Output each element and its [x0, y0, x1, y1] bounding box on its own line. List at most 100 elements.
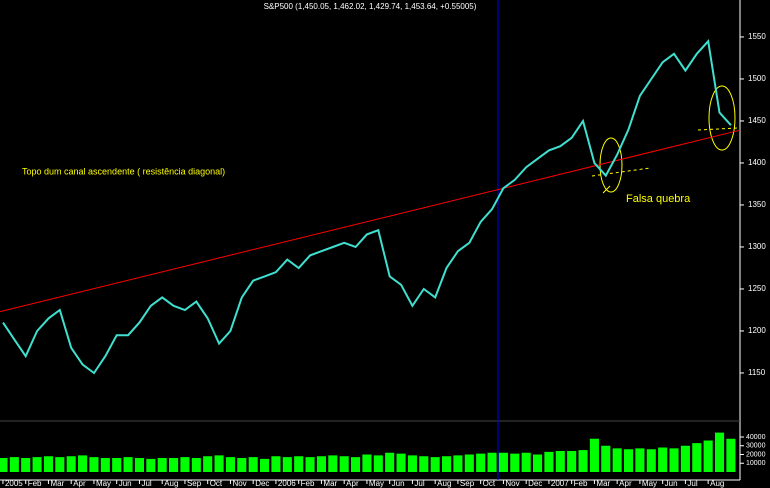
x-tick-label: Aug — [710, 479, 724, 488]
volume-bar — [544, 451, 554, 472]
y-tick-label: 30000 — [746, 443, 766, 450]
volume-bar — [658, 447, 668, 472]
x-tick-label: Dec — [528, 479, 542, 488]
volume-bar — [78, 455, 88, 472]
volume-bar — [260, 458, 270, 472]
volume-bar — [646, 449, 656, 472]
x-tick-label: Feb — [574, 479, 588, 488]
volume-bar — [305, 457, 315, 472]
volume-bar — [680, 445, 690, 472]
volume-bar — [362, 454, 372, 472]
volume-bar — [396, 453, 406, 472]
trend-line — [0, 129, 741, 313]
volume-bar — [578, 450, 588, 472]
volume-bar — [237, 458, 247, 472]
y-tick-label: 1350 — [748, 200, 766, 209]
support-line — [697, 127, 739, 131]
x-tick-label: Feb — [28, 479, 42, 488]
volume-bar — [601, 445, 611, 472]
x-tick-label: Oct — [210, 479, 223, 488]
x-tick-label: Mar — [596, 479, 610, 488]
volume-bar — [692, 443, 702, 472]
volume-bar — [476, 453, 486, 472]
y-tick-label: 40000 — [746, 434, 766, 441]
y-tick-label: 20000 — [746, 451, 766, 458]
volume-bar — [703, 440, 713, 472]
volume-bar — [123, 457, 133, 472]
x-tick-label: 2006 — [278, 479, 296, 488]
x-tick-label: Dec — [255, 479, 269, 488]
x-tick-label: Jul — [414, 479, 424, 488]
volume-bar — [441, 456, 452, 472]
volume-bar — [9, 457, 19, 472]
x-tick-label: Feb — [301, 479, 315, 488]
volume-bar — [112, 458, 122, 472]
volume-bar — [498, 452, 508, 472]
volume-bar — [100, 458, 110, 472]
y-tick-label: 1300 — [748, 242, 766, 251]
volume-bar — [430, 457, 440, 472]
x-tick-label: Jun — [392, 479, 405, 488]
x-tick-label: Nov — [232, 479, 246, 488]
volume-bar — [248, 457, 258, 472]
volume-bar — [385, 452, 395, 472]
volume-bar — [419, 456, 429, 472]
x-tick-label: Sep — [187, 479, 202, 488]
x-tick-label: Jun — [665, 479, 678, 488]
y-tick-label: 1150 — [748, 368, 766, 377]
x-tick-label: Oct — [483, 479, 496, 488]
volume-bar — [339, 456, 349, 472]
x-tick-label: May — [642, 479, 657, 488]
y-tick-label: 1400 — [748, 158, 766, 167]
volume-bar — [0, 458, 8, 472]
y-tick-label: 1500 — [748, 74, 766, 83]
x-tick-label: Mar — [323, 479, 337, 488]
y-tick-label: 1550 — [748, 32, 766, 41]
x-tick-label: 2005 — [5, 479, 23, 488]
volume-bar — [612, 448, 622, 472]
volume-bar — [146, 458, 156, 472]
volume-bar — [726, 438, 736, 472]
x-tick-label: Mar — [50, 479, 64, 488]
volume-bar — [567, 451, 577, 472]
annotation: Topo dum canal ascendente ( resistência … — [22, 166, 225, 176]
volume-bar — [203, 456, 213, 472]
price-line — [2, 38, 732, 375]
volume-bar — [328, 455, 338, 472]
y-tick-label: 1250 — [748, 284, 766, 293]
volume-bar — [191, 458, 201, 472]
volume-bar — [43, 456, 54, 472]
volume-bar — [294, 456, 304, 472]
x-tick-label: Aug — [437, 479, 451, 488]
x-tick-label: Sep — [460, 479, 475, 488]
volume-bar — [134, 458, 144, 472]
x-tick-label: 2007 — [551, 479, 569, 488]
volume-bar — [316, 456, 326, 472]
x-tick-label: Jul — [141, 479, 151, 488]
x-tick-label: Jul — [687, 479, 697, 488]
volume-bar — [453, 455, 463, 472]
volume-bar — [214, 455, 224, 472]
volume-bar — [669, 448, 679, 472]
volume-bar — [407, 455, 417, 472]
volume-bar — [635, 448, 645, 472]
y-tick-label: 1200 — [748, 326, 766, 335]
volume-bar — [351, 457, 361, 472]
volume-bar — [373, 455, 383, 472]
volume-bar — [555, 451, 565, 472]
volume-bar — [32, 457, 42, 472]
volume-bar — [282, 457, 292, 472]
volume-bar — [271, 456, 281, 472]
volume-bar — [487, 452, 497, 472]
x-tick-label: Apr — [346, 479, 359, 488]
annotation: Falsa quebra — [626, 193, 691, 205]
support-line — [591, 167, 651, 177]
volume-bar — [714, 432, 725, 472]
x-tick-label: Aug — [164, 479, 178, 488]
volume-bar — [623, 449, 634, 472]
volume-bar — [225, 457, 235, 472]
x-tick-label: Apr — [73, 479, 86, 488]
volume-bar — [21, 458, 31, 472]
